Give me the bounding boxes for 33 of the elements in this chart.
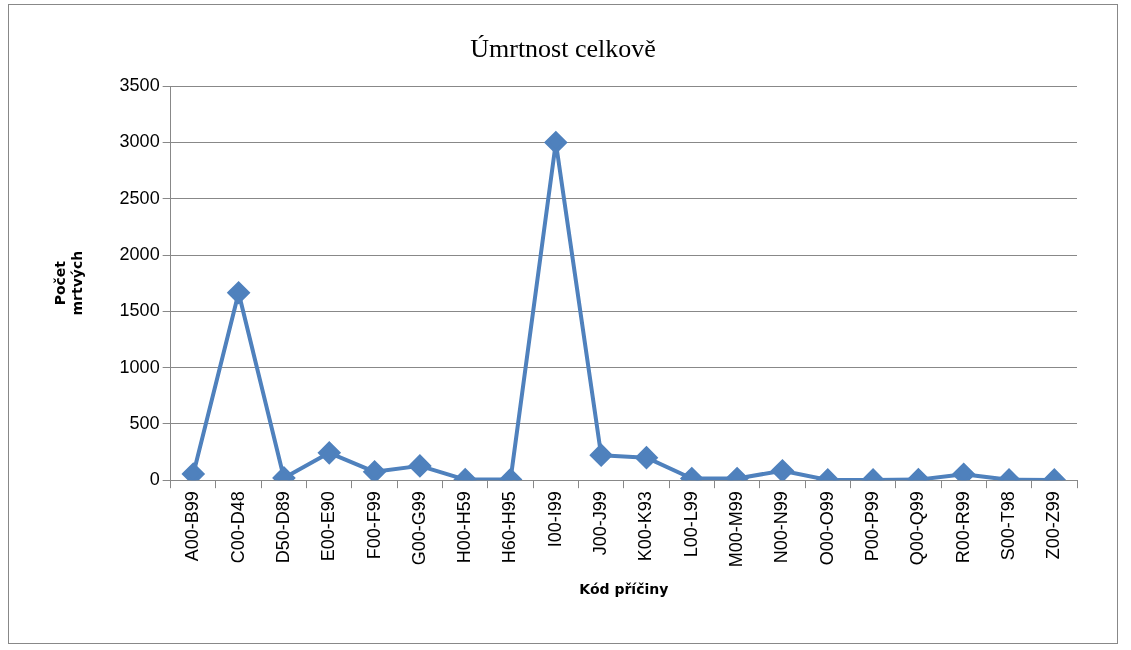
- x-axis-title: Kód příčiny: [579, 581, 669, 598]
- x-tick-label: J00-J99: [590, 491, 611, 556]
- chart-title: Úmrtnost celkově: [470, 34, 656, 64]
- x-tick-label: A00-B99: [182, 491, 203, 562]
- x-tick-label: F00-F99: [363, 491, 384, 560]
- x-tick-label: M00-M99: [726, 491, 747, 568]
- y-tick-label: 2000: [119, 244, 160, 265]
- y-tick-label: 1000: [119, 356, 160, 377]
- y-tick-label: 1500: [119, 300, 160, 321]
- x-tick-label: H00-H59: [454, 491, 475, 564]
- x-tick-label: Z00-Z99: [1043, 491, 1064, 560]
- point: [544, 131, 567, 154]
- x-tick-label: D50-D89: [272, 491, 293, 564]
- x-tick-label: O00-O99: [816, 491, 837, 566]
- y-tick-label: 500: [129, 412, 160, 433]
- point: [227, 281, 250, 304]
- x-tick-label: I00-I99: [544, 491, 565, 548]
- x-tick-label: E00-E90: [318, 491, 339, 562]
- x-tick-label: C00-D48: [227, 491, 248, 564]
- x-tick-label: N00-N99: [771, 491, 792, 564]
- x-tick-label: L00-L99: [680, 491, 701, 558]
- x-tick-label: S00-T98: [997, 491, 1018, 561]
- x-tick-label: H60-H95: [499, 491, 520, 564]
- x-tick-label: K00-K93: [635, 491, 656, 562]
- x-tick-label: Q00-Q99: [907, 491, 928, 566]
- x-tick-label: G00-G99: [408, 491, 429, 566]
- x-tick-label: R00-R99: [952, 491, 973, 564]
- y-tick-label: 3000: [119, 131, 160, 152]
- y-tick-label: 3500: [119, 75, 160, 96]
- x-tick-label: P00-P99: [862, 491, 883, 562]
- y-tick-label: 0: [149, 469, 160, 490]
- y-tick-label: 2500: [119, 187, 160, 208]
- y-axis-title: Počet mrtvých: [52, 250, 85, 316]
